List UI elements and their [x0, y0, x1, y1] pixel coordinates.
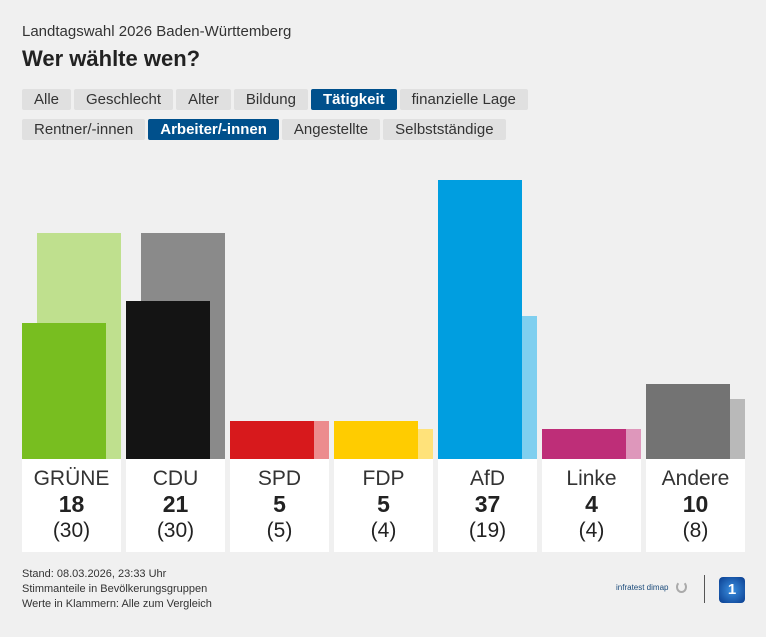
tab-bildung[interactable]: Bildung: [233, 89, 308, 110]
party-name: GRÜNE: [33, 467, 110, 490]
party-name: CDU: [152, 467, 199, 490]
bar-linke[interactable]: [542, 428, 626, 459]
party-label-fdp: FDP 5 (4): [334, 459, 433, 552]
bar-grüne[interactable]: [22, 323, 106, 459]
tab-selbstständige[interactable]: Selbstständige: [383, 119, 506, 140]
tab-alle[interactable]: Alle: [22, 89, 72, 110]
bar-chart: GRÜNE 18 (30) CDU 21 (30) SPD 5 (5) FDP 5 (4) AfD 37(…: [22, 180, 745, 552]
tab-rentner-innen[interactable]: Rentner/-innen: [22, 119, 146, 140]
tab-angestellte[interactable]: Angestellte: [281, 119, 381, 140]
party-name: FDP: [362, 467, 405, 490]
bar-cdu[interactable]: [126, 300, 210, 459]
bar-fdp[interactable]: [334, 421, 418, 459]
party-value: 21: [162, 491, 189, 517]
footer-note: Stimmanteile in Bevölkerungsgruppen: [22, 583, 208, 595]
comparison-value: (5): [266, 519, 293, 542]
comparison-value: (8): [682, 519, 709, 542]
page-title: Wer wählte wen?: [22, 46, 201, 71]
party-value: 10: [682, 491, 709, 517]
party-label-afd: AfD 37 (19): [438, 459, 537, 552]
comparison-value: (4): [370, 519, 397, 542]
bar-afd[interactable]: [438, 180, 522, 459]
party-value: 37: [474, 491, 501, 517]
party-name: SPD: [257, 467, 302, 490]
party-value: 4: [585, 491, 598, 517]
comparison-value: (19): [468, 519, 507, 542]
party-label-spd: SPD 5 (5): [230, 459, 329, 552]
infratest-ring-icon: [676, 581, 687, 593]
footer-note: Werte in Klammern: Alle zum Vergleich: [22, 598, 212, 610]
infratest-logo: infratest dimap: [616, 583, 669, 592]
party-name: AfD: [469, 467, 505, 490]
party-label-cdu: CDU 21 (30): [126, 459, 225, 552]
party-label-linke: Linke 4 (4): [542, 459, 641, 552]
supertitle: Landtagswahl 2026 Baden-Württemberg: [22, 23, 292, 40]
tab-alter[interactable]: Alter: [176, 89, 231, 110]
bar-spd[interactable]: [230, 421, 314, 459]
party-value: 5: [377, 491, 390, 517]
party-label-grüne: GRÜNE 18 (30): [22, 459, 121, 552]
tab-tätigkeit[interactable]: Tätigkeit: [310, 89, 397, 110]
footer-timestamp: Stand: 08.03.2026, 23:33 Uhr: [22, 568, 167, 580]
comparison-value: (30): [52, 519, 91, 542]
comparison-value: (30): [156, 519, 195, 542]
category-tabs: Alle Geschlecht Alter Bildung Tätigkeit finan…: [22, 89, 528, 110]
party-value: 5: [273, 491, 286, 517]
subcategory-tabs: Rentner/-innen Arbeiter/-innen Angestellte…: [22, 119, 506, 140]
tab-arbeiter-innen[interactable]: Arbeiter/-innen: [148, 119, 279, 140]
party-label-andere: Andere 10 (8): [646, 459, 745, 552]
party-name: Linke: [566, 467, 617, 490]
footer-notes: Stand: 08.03.2026, 23:33 Uhr Stimmanteil…: [22, 567, 212, 612]
comparison-value: (4): [578, 519, 605, 542]
divider: [704, 575, 705, 603]
party-name: Andere: [661, 467, 730, 490]
bar-andere[interactable]: [646, 383, 730, 459]
party-value: 18: [58, 491, 85, 517]
tab-finanzielle-lage[interactable]: finanzielle Lage: [399, 89, 528, 110]
tab-geschlecht[interactable]: Geschlecht: [74, 89, 174, 110]
ard-logo: 1: [719, 577, 745, 603]
